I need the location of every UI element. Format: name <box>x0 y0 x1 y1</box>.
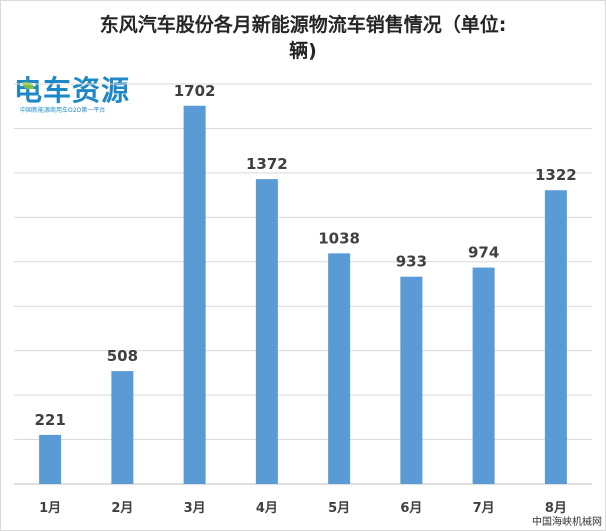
data-label: 1372 <box>246 155 288 173</box>
bar <box>39 434 62 484</box>
x-tick-label: 4月 <box>256 501 278 516</box>
bar <box>111 371 134 484</box>
logo-subtitle: 中国新能源商用车O2O第一平台 <box>20 107 106 114</box>
data-label: 1322 <box>535 166 577 184</box>
chart-title: 东风汽车股份各月新能源物流车销售情况（单位: 辆) <box>0 12 606 64</box>
chart-title-line2: 辆) <box>289 40 317 62</box>
logo: 电车资源 中国新能源商用车O2O第一平台 <box>14 76 134 116</box>
x-tick-label: 1月 <box>39 501 61 516</box>
data-label: 1038 <box>318 229 360 247</box>
bar <box>400 276 423 484</box>
x-tick-label: 5月 <box>328 501 350 516</box>
data-label: 974 <box>468 244 499 262</box>
x-tick-label: 8月 <box>545 501 567 516</box>
data-label: 221 <box>34 411 65 429</box>
watermark: 中国海峡机械网 <box>532 517 602 528</box>
data-label: 933 <box>396 253 427 271</box>
bar <box>183 105 206 485</box>
x-tick-label: 2月 <box>111 501 133 516</box>
bar <box>544 190 567 484</box>
bar <box>328 253 351 484</box>
bar <box>472 267 495 484</box>
x-tick-label: 6月 <box>400 501 422 516</box>
x-tick-label: 3月 <box>184 501 206 516</box>
chart-title-line1: 东风汽车股份各月新能源物流车销售情况（单位: <box>99 14 507 36</box>
data-label: 508 <box>107 347 138 365</box>
data-label: 1702 <box>174 82 216 100</box>
x-tick-label: 7月 <box>473 501 495 516</box>
leaf-icon <box>22 82 34 89</box>
logo-text: 电车资源 <box>14 74 131 107</box>
bar <box>255 179 278 484</box>
